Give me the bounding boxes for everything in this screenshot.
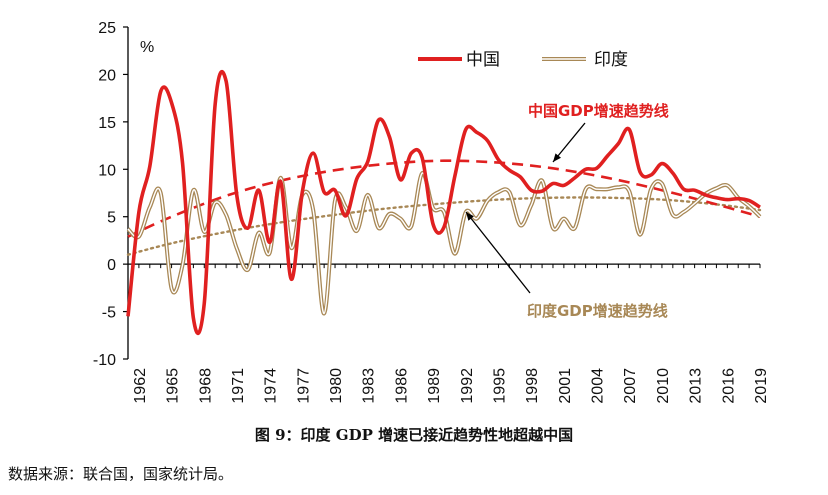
- x-tick-label: 1998: [524, 368, 541, 404]
- y-tick-label: 5: [107, 210, 116, 227]
- x-tick-label: 2001: [557, 368, 574, 404]
- x-tick-label: 2013: [688, 368, 705, 404]
- annotation-china-trend: 中国GDP增速趋势线: [528, 102, 669, 120]
- series-line-india: [126, 171, 762, 316]
- x-tick-label: 1962: [132, 368, 149, 404]
- figure-caption: 图 9：印度 GDP 增速已接近趋势性地超越中国: [254, 426, 574, 444]
- annotation-china-arrow: [552, 122, 586, 163]
- annotation-india-arrowhead: [466, 212, 474, 221]
- chart: -10 -5 0 5 10 15 20 25 1962 1965 1968 1971 1974 1977…: [93, 20, 770, 404]
- y-tick-label: 10: [98, 162, 116, 179]
- x-tick-label: 1989: [426, 368, 443, 404]
- legend: 中国 印度: [418, 50, 628, 70]
- y-tick-label: 25: [98, 20, 116, 37]
- data-source: 数据来源：联合国，国家统计局。: [8, 465, 234, 483]
- series-line-china: [126, 69, 761, 336]
- x-tick-label: 1986: [393, 368, 410, 404]
- x-tick-label: 1977: [295, 368, 312, 404]
- y-tick-label: 20: [98, 67, 116, 84]
- y-axis-ticks: -10 -5 0 5 10 15 20 25: [93, 20, 128, 369]
- x-axis-ticks: 1962 1965 1968 1971 1974 1977 1980 1983 1986 1989…: [127, 264, 770, 404]
- y-unit-label: %: [140, 39, 154, 56]
- x-tick-label: 1971: [230, 368, 247, 404]
- series-line-china-trend: [127, 159, 761, 238]
- series-line-india-trend: [126, 196, 762, 256]
- x-tick-label: 1992: [459, 368, 476, 404]
- x-tick-label: 1995: [491, 368, 508, 404]
- x-tick-label: 2019: [753, 368, 770, 404]
- x-tick-label: 2016: [720, 368, 737, 404]
- series-line-india-inner: [127, 172, 761, 315]
- x-tick-label: 1983: [361, 368, 378, 404]
- annotation-china-arrowhead: [553, 153, 561, 162]
- annotations: 中国GDP增速趋势线 印度GDP增速趋势线: [465, 102, 669, 320]
- x-tick-label: 2007: [622, 368, 639, 404]
- y-tick-label: 15: [98, 115, 116, 132]
- x-tick-label: 2010: [655, 368, 672, 404]
- legend-label-india: 印度: [594, 50, 628, 70]
- annotation-india-trend: 印度GDP增速趋势线: [527, 302, 668, 320]
- series-layer: [126, 69, 762, 336]
- x-tick-label: 1974: [263, 368, 280, 404]
- y-tick-label: -5: [102, 305, 116, 322]
- x-tick-label: 1965: [165, 368, 182, 404]
- legend-label-china: 中国: [466, 50, 500, 70]
- x-tick-label: 1980: [328, 368, 345, 404]
- x-tick-label: 1968: [197, 368, 214, 404]
- y-tick-label: -10: [93, 352, 116, 369]
- y-tick-label: 0: [107, 257, 116, 274]
- x-tick-label: 2004: [590, 368, 607, 404]
- annotation-india-arrow: [465, 211, 531, 294]
